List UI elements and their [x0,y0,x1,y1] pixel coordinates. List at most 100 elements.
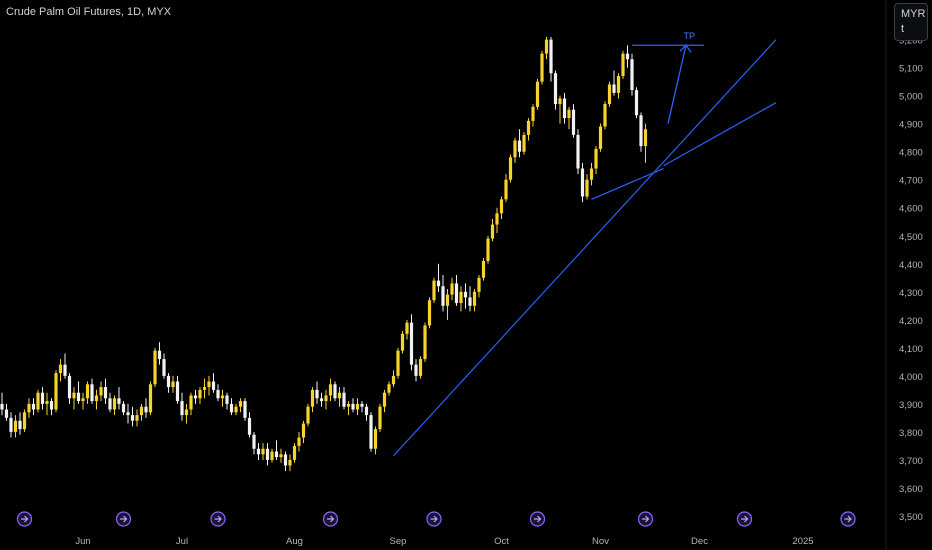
candle-body [49,401,54,410]
currency-badge[interactable]: MYR t [894,3,928,41]
x-tick-label: Aug [286,536,303,547]
candle-body [279,454,283,458]
candle-body [234,406,238,413]
candle-body [369,415,373,449]
event-marker-icon[interactable] [426,511,442,527]
candle-body [391,375,396,385]
candle-body [576,134,580,169]
candle-body [40,392,45,404]
candle-body [99,387,103,396]
candle-body [553,73,558,105]
candle-body [616,76,621,93]
y-tick-label: 4,400 [899,260,923,271]
event-marker-icon[interactable] [322,511,339,527]
x-tick-label: Sep [390,536,407,547]
y-tick-label: 5,200 [899,36,923,47]
y-tick-label: 4,000 [899,372,923,383]
candle-body [387,384,391,393]
trendline[interactable] [393,39,777,457]
event-marker-icon[interactable] [529,511,546,527]
x-tick-label: 2025 [792,536,813,547]
candle-body [382,392,387,407]
candle-body [0,403,4,410]
candle-body [27,403,31,413]
candle-body [238,401,243,407]
candle-body [171,381,175,388]
candle-body [634,90,639,116]
event-marker-icon[interactable] [115,511,132,527]
candle-body [288,459,292,466]
candle-body [612,84,616,93]
candle-body [198,389,202,399]
candle-body [517,140,522,152]
take-profit-annotation[interactable]: TP [632,31,704,124]
candle-body [297,437,301,446]
candle-body [630,59,634,91]
y-tick-label: 4,200 [899,316,923,327]
candle-body [490,224,495,239]
candle-body [337,392,342,399]
candle-body [274,451,279,458]
event-marker-icon[interactable] [637,511,654,527]
candle-body [346,403,351,407]
y-tick-label: 5,000 [899,92,923,103]
candle-body [45,401,49,404]
candle-body [180,401,184,416]
candle-body [22,412,27,430]
candle-body [108,398,112,410]
y-tick-label: 3,500 [899,512,923,523]
candle-body [18,420,22,430]
tp-label: TP [684,31,696,41]
event-marker-icon[interactable] [736,511,753,527]
y-tick-label: 3,600 [899,484,923,495]
candle-body [531,106,535,121]
candle-body [400,333,405,351]
y-tick-label: 3,700 [899,456,923,467]
candle-body [423,325,427,360]
candle-body [229,403,234,413]
candle-body [153,350,157,385]
candle-body [481,260,486,278]
event-markers[interactable] [16,511,856,527]
candle-body [427,300,432,326]
candle-body [265,448,270,460]
trendline[interactable] [663,102,777,167]
candle-body [67,375,72,399]
candle-body [90,384,94,402]
trendlines[interactable] [393,39,777,457]
y-tick-label: 4,700 [899,176,923,187]
event-marker-icon[interactable] [210,511,226,527]
candle-body [211,381,216,390]
trendline[interactable] [591,167,664,200]
candle-body [378,406,382,430]
candle-body [4,409,9,418]
candle-body [405,322,409,334]
candle-body [193,395,198,399]
candle-body [621,53,625,77]
candle-body [544,39,549,54]
candle-body [571,109,576,135]
candle-body [355,403,360,410]
candle-body [36,392,40,410]
candle-body [220,395,225,399]
candle-body [396,350,400,376]
candle-body [522,134,526,152]
candle-body [207,381,211,388]
candle-body [328,384,333,396]
candle-body [175,381,180,402]
y-axis: 3,500 3,600 3,700 3,800 3,900 4,000 4,100 4,200… [885,0,923,550]
candle-body [643,129,648,147]
candle-body [310,389,315,407]
candle-body [85,384,90,399]
candle-body [270,451,274,460]
candle-body [135,415,139,421]
x-tick-label: Jul [176,536,188,547]
event-marker-icon[interactable] [16,511,33,527]
candle-body [243,401,247,418]
candle-body [315,389,319,399]
event-marker-icon[interactable] [840,511,856,527]
candle-body [117,398,121,404]
candle-body [409,322,414,365]
candle-body [468,297,472,306]
